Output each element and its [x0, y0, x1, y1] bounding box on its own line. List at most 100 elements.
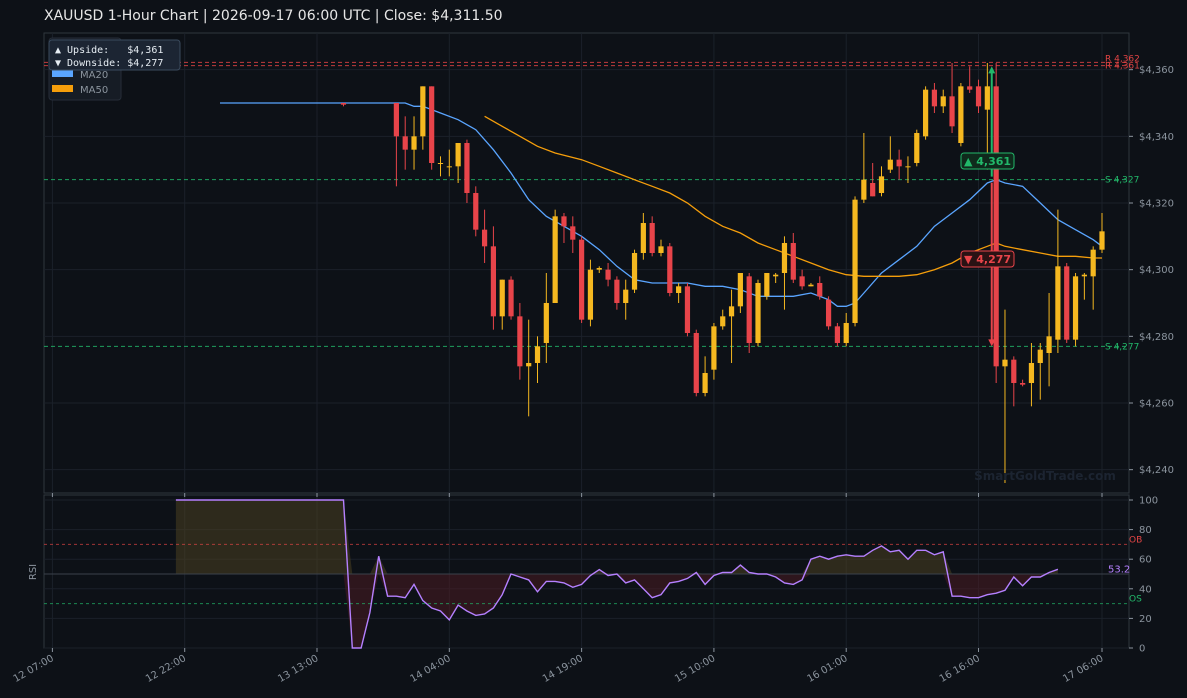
- price-tick-label: $4,340: [1139, 132, 1174, 143]
- level-label: S 4,277: [1105, 342, 1139, 352]
- candle-body: [526, 363, 532, 367]
- candle-body: [896, 159, 902, 167]
- rsi-os-label: OS: [1129, 595, 1142, 605]
- candle-body: [1064, 266, 1070, 340]
- price-tick-label: $4,300: [1139, 265, 1174, 276]
- price-tick-label: $4,360: [1139, 65, 1174, 76]
- time-tick-label: 16 01:00: [805, 653, 849, 685]
- rsi-line: [175, 499, 1059, 649]
- time-tick-label: 16 16:00: [938, 653, 982, 685]
- candle-body: [455, 143, 461, 167]
- rsi-tick-label: 80: [1139, 525, 1152, 536]
- candle-body: [623, 289, 629, 303]
- candle-body: [993, 86, 999, 367]
- candle-body: [817, 283, 823, 297]
- level-label: R 4,362: [1105, 54, 1140, 64]
- upside-label: ▲ Upside: $4,361: [55, 45, 163, 56]
- rsi-overbought-fill: [175, 500, 1058, 574]
- candle-body: [702, 373, 708, 393]
- candle-body: [684, 286, 691, 333]
- candle-body: [587, 269, 594, 320]
- price-tick-label: $4,280: [1139, 332, 1174, 343]
- legend-ma20: MA20: [80, 70, 108, 81]
- candle-body: [596, 268, 602, 270]
- upside-target-box: [960, 152, 1015, 170]
- legend-ma50: MA50: [80, 85, 108, 96]
- downside-arrow-head: [988, 339, 996, 347]
- candle-body: [543, 303, 549, 343]
- rsi-last-value: 53.2: [1108, 564, 1130, 575]
- candle-body: [975, 86, 982, 107]
- upside-target-label: ▲ 4,361: [964, 155, 1011, 168]
- candle-body: [1090, 249, 1096, 277]
- candle-body: [711, 326, 717, 370]
- candle-body: [1081, 274, 1087, 277]
- candle-body: [764, 273, 770, 297]
- candle-body: [1037, 349, 1043, 363]
- rsi-tick-label: 40: [1139, 584, 1152, 595]
- candle-body: [534, 346, 541, 363]
- candle-body: [861, 179, 867, 200]
- candle-body: [1011, 359, 1017, 383]
- price-tick-label: $4,320: [1139, 199, 1174, 210]
- candle-body: [905, 166, 911, 168]
- ma20-swatch: [52, 70, 73, 77]
- upside-arrow-head: [988, 66, 996, 74]
- candle-body: [437, 163, 444, 164]
- candle-body: [755, 283, 761, 343]
- candle-body: [728, 306, 735, 317]
- candle-body: [914, 133, 920, 163]
- candle-body: [781, 243, 788, 273]
- time-tick-label: 15 10:00: [673, 653, 717, 685]
- candle-body: [878, 176, 885, 193]
- candle-body: [746, 276, 752, 343]
- rsi-axis-label: RSI: [28, 564, 39, 580]
- candle-body: [967, 86, 973, 90]
- candle-body: [958, 86, 964, 143]
- candle-body: [676, 286, 682, 293]
- downside-label: ▼ Downside: $4,277: [55, 58, 163, 69]
- candle-body: [870, 183, 876, 197]
- candle-body: [464, 143, 470, 193]
- time-tick-label: 12 22:00: [144, 653, 188, 685]
- candle-body: [614, 279, 620, 303]
- candle-body: [940, 96, 946, 107]
- candle-body: [931, 89, 938, 107]
- candle-body: [799, 276, 805, 287]
- candle-body: [667, 246, 673, 293]
- candle-body: [984, 86, 990, 110]
- candle-body: [340, 103, 347, 105]
- candle-body: [473, 193, 479, 230]
- candle-body: [393, 103, 399, 137]
- chart-title: XAUUSD 1-Hour Chart | 2026-09-17 06:00 U…: [44, 8, 503, 24]
- rsi-tick-label: 100: [1139, 496, 1158, 507]
- target-info-box: [48, 39, 181, 71]
- candle-body: [737, 273, 743, 307]
- rsi-tick-label: 0: [1139, 644, 1145, 655]
- time-tick-label: 14 04:00: [409, 653, 453, 685]
- rsi-ob-label: OB: [1129, 535, 1142, 545]
- candle-body: [658, 246, 664, 253]
- downside-target-label: ▼ 4,277: [964, 253, 1011, 266]
- level-label: S 4,327: [1105, 176, 1139, 186]
- time-tick-label: 13 13:00: [276, 653, 320, 685]
- time-tick-label: 14 19:00: [541, 653, 585, 685]
- candle-body: [411, 136, 417, 150]
- candle-body: [649, 223, 655, 253]
- candle-body: [402, 136, 408, 150]
- candle-body: [773, 274, 779, 277]
- candle-body: [1072, 276, 1079, 340]
- watermark: SmartGoldTrade.com: [974, 469, 1116, 483]
- candle-body: [693, 333, 699, 393]
- candle-body: [552, 216, 558, 303]
- time-tick-label: 12 07:00: [12, 653, 56, 685]
- candle-body: [490, 246, 497, 317]
- candle-body: [1028, 363, 1035, 383]
- candle-body: [790, 243, 796, 280]
- price-tick-label: $4,240: [1139, 465, 1174, 476]
- candle-body: [1055, 266, 1061, 340]
- candle-body: [640, 223, 646, 253]
